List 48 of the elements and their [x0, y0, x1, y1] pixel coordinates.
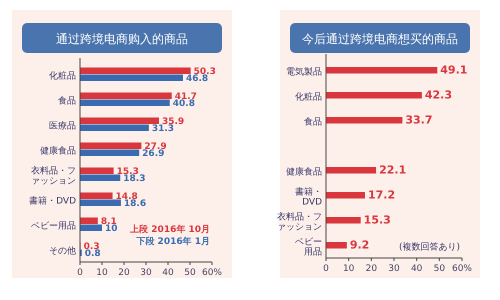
y-tick-label: 食品 — [304, 116, 322, 128]
y-tick-label: 書籍・DVD — [295, 186, 322, 208]
data-label: 10 — [105, 224, 118, 234]
x-tick-label: 30 — [388, 264, 400, 274]
data-label: 18.3 — [123, 174, 146, 184]
x-tick-label: 10 — [342, 264, 355, 274]
data-label: 15.3 — [364, 214, 391, 226]
x-tick-label: 10 — [96, 268, 108, 278]
text: 上段 2016年 10月 — [129, 224, 210, 235]
y-tick-label: 健康食品 — [286, 166, 322, 178]
y-tick-label: 食品 — [58, 96, 76, 106]
data-label: 49.1 — [440, 64, 468, 76]
y-tick-label: その他 — [49, 246, 76, 256]
y-tick-label: 健康食品 — [40, 146, 76, 156]
data-label: 9.2 — [350, 238, 370, 252]
y-tick-label: 衣料品・ファッション — [31, 166, 76, 186]
data-label: 33.7 — [405, 114, 433, 126]
y-tick-label: 化粧品 — [49, 70, 76, 82]
x-tick-label: 20 — [366, 264, 378, 274]
data-label: 0.8 — [84, 249, 101, 259]
y-tick-label: 化粧品 — [295, 92, 322, 102]
text: 下段 2016年 1月 — [135, 236, 210, 247]
x-tick-label: 40 — [162, 268, 174, 278]
x-tick-label: 0 — [323, 264, 330, 274]
x-tick-label: 50 — [434, 264, 446, 274]
data-label: 31.3 — [152, 124, 174, 134]
data-label: 22.1 — [379, 164, 406, 176]
x-tick-label: 60% — [452, 264, 472, 274]
chart-title: 今后通过跨境电商想买的商品 — [302, 32, 458, 46]
y-tick-label: 書籍・DVD — [29, 196, 76, 206]
chart-title: 通过跨境电商购入的商品 — [56, 32, 188, 46]
x-tick-label: 40 — [410, 264, 423, 274]
data-label: 40.8 — [172, 99, 195, 109]
data-label: 42.3 — [424, 88, 452, 102]
x-tick-label: 20 — [118, 268, 130, 278]
data-label: 18.6 — [124, 199, 146, 209]
y-tick-label: 衣料品・ファッション — [277, 212, 322, 232]
y-tick-label: 電気製品 — [286, 66, 322, 78]
x-tick-label: 30 — [140, 268, 152, 278]
y-tick-label: ベビー用品 — [295, 236, 322, 258]
data-label: 17.2 — [368, 188, 396, 202]
x-tick-label: 60% — [202, 268, 222, 278]
annotation: (複数回答あり) — [398, 242, 460, 252]
data-label: 46.8 — [186, 74, 208, 84]
x-tick-label: 50 — [184, 268, 196, 278]
y-tick-label: ベビー用品 — [31, 220, 76, 232]
y-tick-label: 医療品 — [49, 120, 76, 132]
x-tick-label: 0 — [77, 268, 84, 278]
